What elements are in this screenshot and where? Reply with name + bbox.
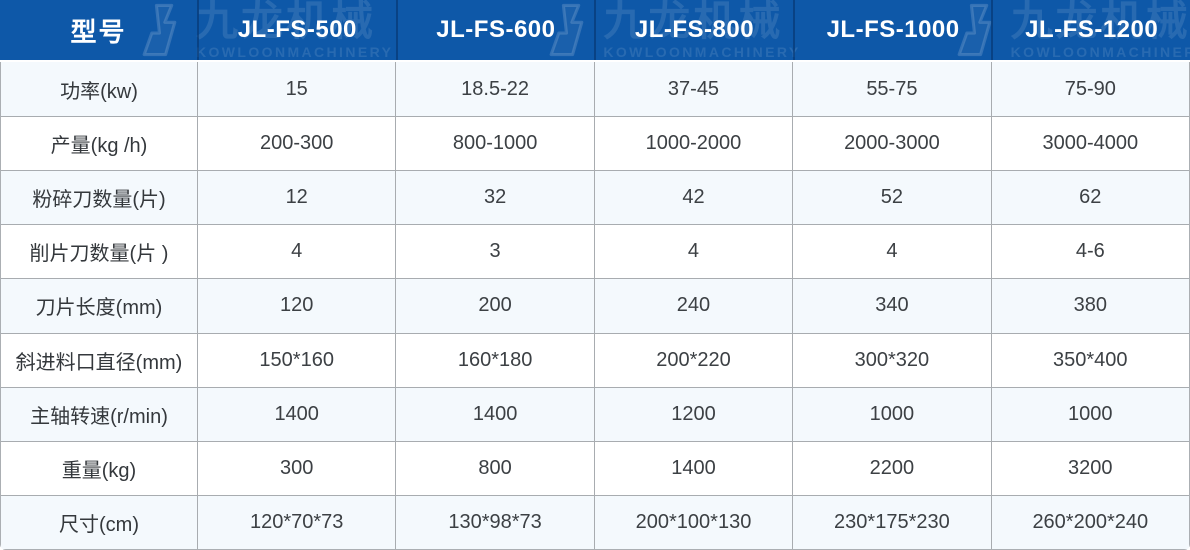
value-cell: 340: [792, 279, 990, 333]
table-row-blade-length: 刀片长度(mm) 120 200 240 340 380: [1, 278, 1189, 333]
row-label: 产量(kg /h): [50, 135, 148, 158]
row-label: 重量(kg): [61, 459, 137, 482]
value-cell: 380: [990, 279, 1189, 333]
header-cell-model: JL-FS-600: [395, 0, 595, 60]
row-label: 粉碎刀数量(片): [32, 189, 166, 212]
value-cell: 1000: [990, 387, 1189, 441]
value-cell: 2000-3000: [792, 117, 990, 171]
value-cell: 4: [197, 225, 395, 279]
row-label: 刀片长度(mm): [35, 297, 163, 320]
header-cell-model: JL-FS-800: [594, 0, 793, 60]
value-cell: 1000: [792, 387, 990, 441]
value-cell: 1200: [593, 387, 792, 441]
row-label: 削片刀数量(片 ): [29, 243, 169, 266]
table-row-crushing-blades: 粉碎刀数量(片) 12 32 42 52 62: [1, 170, 1189, 225]
header-cell-model: JL-FS-1200: [991, 0, 1190, 60]
header-cell-model: JL-FS-500: [197, 0, 396, 60]
table-body: 功率(kw) 15 18.5-22 37-45 55-75 75-90 产量(k…: [0, 62, 1190, 550]
value-cell: 4: [593, 225, 792, 279]
value-cell: 230*175*230: [792, 495, 990, 549]
value-cell: 200*220: [593, 333, 792, 387]
table-row-weight: 重量(kg) 300 800 1400 2200 3200: [1, 440, 1189, 495]
table-row-chipping-blades: 削片刀数量(片 ) 4 3 4 4 4-6: [1, 224, 1189, 279]
value-cell: 200-300: [197, 117, 395, 171]
value-cell: 18.5-22: [395, 62, 593, 117]
value-cell: 62: [990, 171, 1189, 225]
value-cell: 120*70*73: [197, 495, 395, 549]
table-row-capacity: 产量(kg /h) 200-300 800-1000 1000-2000 200…: [1, 116, 1189, 171]
table-header-row: 九龙机械 KOWLOONMACHINERY 九龙机械 KOWLOONMACHIN…: [0, 0, 1190, 62]
value-cell: 1400: [197, 387, 395, 441]
value-cell: 42: [593, 171, 792, 225]
value-cell: 130*98*73: [395, 495, 593, 549]
value-cell: 800: [395, 441, 593, 495]
value-cell: 2200: [792, 441, 990, 495]
value-cell: 350*400: [990, 333, 1189, 387]
value-cell: 75-90: [990, 62, 1189, 117]
table-row-dimensions: 尺寸(cm) 120*70*73 130*98*73 200*100*130 2…: [1, 494, 1189, 549]
value-cell: 240: [593, 279, 792, 333]
value-cell: 300: [197, 441, 395, 495]
value-cell: 1400: [395, 387, 593, 441]
table-row-power: 功率(kw) 15 18.5-22 37-45 55-75 75-90: [1, 62, 1189, 117]
value-cell: 200: [395, 279, 593, 333]
value-cell: 200*100*130: [593, 495, 792, 549]
row-label: 斜进料口直径(mm): [15, 351, 183, 374]
row-label: 尺寸(cm): [59, 513, 139, 536]
table-row-inlet-diameter: 斜进料口直径(mm) 150*160 160*180 200*220 300*3…: [1, 332, 1189, 387]
value-cell: 3000-4000: [990, 117, 1189, 171]
value-cell: 4: [792, 225, 990, 279]
value-cell: 15: [197, 62, 395, 117]
header-cell-model: JL-FS-1000: [792, 0, 992, 60]
value-cell: 4-6: [990, 225, 1189, 279]
value-cell: 3: [395, 225, 593, 279]
value-cell: 150*160: [197, 333, 395, 387]
value-cell: 160*180: [395, 333, 593, 387]
row-label: 功率(kw): [60, 80, 138, 103]
value-cell: 800-1000: [395, 117, 593, 171]
value-cell: 37-45: [593, 62, 792, 117]
value-cell: 1400: [593, 441, 792, 495]
table-row-spindle-speed: 主轴转速(r/min) 1400 1400 1200 1000 1000: [1, 386, 1189, 441]
value-cell: 120: [197, 279, 395, 333]
value-cell: 32: [395, 171, 593, 225]
value-cell: 52: [792, 171, 990, 225]
value-cell: 300*320: [792, 333, 990, 387]
header-cell-model-label: 型号: [70, 16, 127, 47]
value-cell: 260*200*240: [990, 495, 1189, 549]
value-cell: 1000-2000: [593, 117, 792, 171]
value-cell: 55-75: [792, 62, 990, 117]
value-cell: 12: [197, 171, 395, 225]
row-label: 主轴转速(r/min): [30, 405, 168, 428]
value-cell: 3200: [990, 441, 1189, 495]
